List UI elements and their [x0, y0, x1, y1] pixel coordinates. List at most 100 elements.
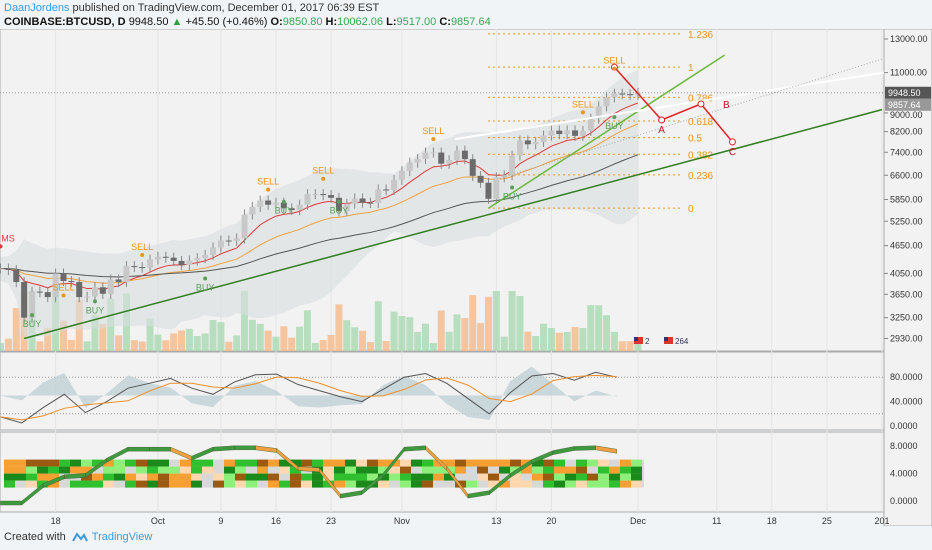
signal-dot [61, 293, 66, 298]
heatmap-cell [378, 459, 389, 467]
volume-bar [264, 330, 272, 351]
candle [241, 214, 248, 239]
heatmap-cell [587, 480, 598, 488]
volume-bar [359, 330, 367, 351]
heatmap-cell [576, 480, 587, 488]
time-tick-label: 18 [767, 516, 777, 526]
candle [453, 150, 460, 161]
volume-bar [91, 314, 99, 351]
heatmap-cell [521, 480, 532, 488]
heatmap-cell [257, 466, 268, 474]
candle [210, 247, 217, 255]
candle [13, 269, 20, 283]
heatmap-cell [290, 466, 301, 474]
oscillator-tick-label: 80.0000 [890, 372, 923, 382]
heatmap-cell [587, 473, 598, 481]
heatmap-cell [191, 473, 202, 481]
heatmap-cell [180, 466, 191, 474]
candle [170, 257, 177, 261]
fib-level-label: 1.236 [688, 30, 713, 41]
heatmap-cell [356, 480, 367, 488]
candle [0, 268, 4, 270]
heatmap-cell [26, 480, 37, 488]
heatmap-cell [334, 466, 345, 474]
price-tick-label: 6600.00 [890, 170, 923, 180]
volume-bar [256, 323, 264, 351]
time-tick-label: 20 [546, 516, 556, 526]
tradingview-link[interactable]: TradingView [91, 531, 153, 543]
volume-bar [185, 328, 193, 351]
trendline [23, 108, 883, 340]
fib-level-label: 0.382 [688, 150, 713, 161]
candle [60, 273, 67, 281]
volume-bar [146, 318, 154, 351]
heatmap-cell [191, 459, 202, 467]
heatmap-cell [521, 466, 532, 474]
candle [139, 267, 146, 269]
signal-dot [281, 199, 286, 204]
heatmap-cell [268, 480, 279, 488]
candle [579, 130, 586, 136]
volume-bar [626, 341, 634, 351]
volume-bar [280, 326, 288, 351]
heatmap-cell [532, 466, 543, 474]
heatmap-cell [158, 480, 169, 488]
price-label: 9857.64 [888, 100, 921, 110]
volume-bar [414, 331, 422, 351]
abc-label: C [729, 147, 736, 158]
heatmap-cell [4, 473, 15, 481]
heatmap-cell [290, 473, 301, 481]
low-label: L: [386, 16, 397, 28]
moving-average-1 [0, 102, 639, 290]
author-link[interactable]: DaanJordens [4, 2, 70, 14]
heatmap-cell [26, 466, 37, 474]
volume-bar [579, 328, 587, 351]
heatmap-cell [521, 473, 532, 481]
price-tick-label: 8200.00 [890, 127, 923, 137]
event-flag-264: 264 [675, 337, 689, 346]
candle [36, 291, 43, 293]
candle [194, 258, 201, 261]
volume-bar [241, 291, 248, 351]
heatmap-cell [356, 473, 367, 481]
heatmap-cell [620, 459, 631, 467]
price-tick-label: 5250.00 [890, 216, 923, 226]
volume-bar [382, 341, 390, 351]
heatmap-cell [301, 480, 312, 488]
heatmap-cell [367, 473, 378, 481]
candle [540, 135, 547, 142]
volume-bar [516, 296, 524, 351]
heatmap-cell [334, 473, 345, 481]
heatmap-cell [455, 459, 466, 467]
signal-dot [30, 313, 35, 318]
heatmap-cell [213, 473, 224, 481]
volume-bar [540, 323, 548, 351]
heatmap-cell [609, 459, 620, 467]
price-tick-label: 4650.00 [890, 241, 923, 251]
open-label: O: [270, 16, 283, 28]
heatmap-cell [81, 473, 92, 481]
heatmap-cell [180, 473, 191, 481]
heatmap-cell [422, 459, 433, 467]
heatmap-cell [191, 480, 202, 488]
time-tick-label: 23 [326, 516, 336, 526]
low-value: 9517.00 [396, 16, 437, 28]
heatmap-cell [48, 473, 59, 481]
heatmap-cell [378, 466, 389, 474]
heatmap-cell [499, 466, 510, 474]
heatmap-cell [169, 459, 180, 467]
candle [115, 279, 122, 283]
price-label-box [885, 86, 931, 99]
volume-bar [351, 327, 359, 351]
wave-ribbon [127, 446, 150, 452]
heatmap-cell [180, 480, 191, 488]
volume-bar [406, 317, 414, 351]
candle [603, 97, 610, 107]
volume-bar [618, 341, 626, 351]
volume-bar [335, 304, 343, 351]
heatmap-cell [510, 459, 521, 467]
signal-label-buy: BUY [86, 305, 105, 315]
heatmap-cell [411, 473, 422, 481]
volume-bar [610, 331, 618, 351]
price-chart[interactable]: 18 Oct 9 16 23 Nov 13 20 Dec 11 18 25 20113000.00110… [0, 29, 932, 526]
